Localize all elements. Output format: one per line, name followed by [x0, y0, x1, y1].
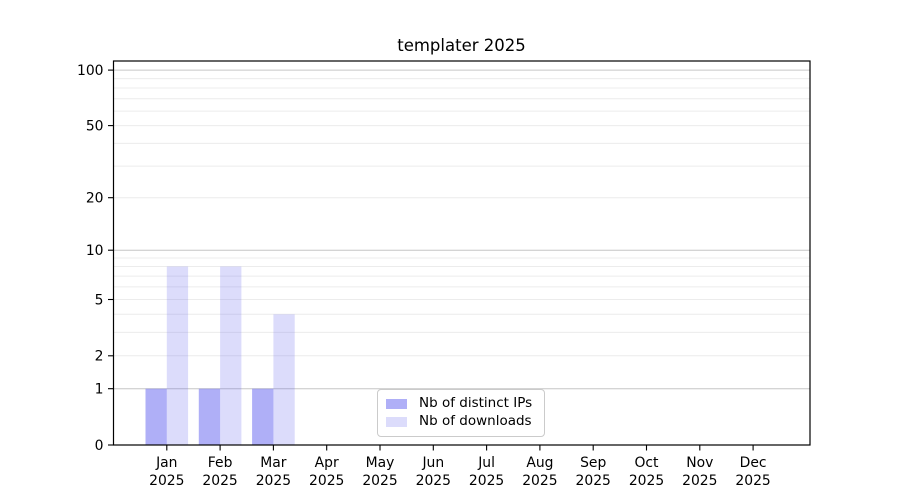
- x-tick-label-month: Dec: [740, 455, 767, 471]
- y-tick-label: 5: [95, 292, 104, 308]
- bar-distinct-ips-feb: [198, 388, 221, 445]
- y-tick-label: 1: [95, 382, 104, 398]
- legend-item-distinct-ips: Nb of distinct IPs: [386, 397, 536, 411]
- bar-downloads-jan: [166, 266, 189, 445]
- y-tick-label: 20: [86, 191, 104, 207]
- x-tick-label-year: 2025: [309, 473, 344, 489]
- x-tick-label-month: Sep: [580, 455, 606, 471]
- x-tick-label-year: 2025: [576, 473, 611, 489]
- x-tick-label-month: Jul: [477, 455, 495, 471]
- y-tick-label: 50: [86, 119, 104, 135]
- x-tick-label-month: Aug: [526, 455, 553, 471]
- bar-downloads-mar: [273, 314, 295, 445]
- x-tick-label-year: 2025: [735, 473, 770, 489]
- x-tick-label-year: 2025: [416, 473, 451, 489]
- x-tick-label-year: 2025: [362, 473, 397, 489]
- y-tick-label: 10: [86, 243, 104, 259]
- legend-swatch-downloads: [386, 416, 407, 427]
- chart-title: templater 2025: [397, 36, 526, 55]
- x-tick-label-year: 2025: [522, 473, 557, 489]
- legend-item-downloads: Nb of downloads: [386, 415, 536, 429]
- x-tick-label-month: Nov: [686, 455, 713, 471]
- bar-distinct-ips-jan: [145, 388, 167, 445]
- x-tick-label-year: 2025: [469, 473, 504, 489]
- x-tick-label-year: 2025: [202, 473, 237, 489]
- x-tick-label-month: Oct: [634, 455, 659, 471]
- legend-box: Nb of distinct IPs Nb of downloads: [377, 389, 545, 437]
- y-tick-label: 0: [95, 438, 104, 454]
- y-tick-label: 100: [77, 63, 104, 79]
- x-tick-label-month: Jun: [421, 455, 444, 471]
- bar-downloads-feb: [220, 266, 242, 445]
- x-tick-label-year: 2025: [256, 473, 291, 489]
- bar-distinct-ips-mar: [252, 388, 274, 445]
- x-tick-label-month: May: [366, 455, 395, 471]
- plot-frame: [112, 60, 811, 446]
- x-tick-label-year: 2025: [629, 473, 664, 489]
- y-tick-label: 2: [95, 349, 104, 365]
- legend-label-downloads: Nb of downloads: [419, 413, 532, 430]
- x-tick-label-year: 2025: [682, 473, 717, 489]
- x-tick-label-year: 2025: [149, 473, 184, 489]
- x-tick-label-month: Apr: [315, 455, 339, 471]
- x-tick-label-month: Jan: [155, 455, 177, 471]
- legend-swatch-distinct-ips: [386, 399, 407, 410]
- x-tick-label-month: Mar: [260, 455, 286, 471]
- legend-label-distinct-ips: Nb of distinct IPs: [419, 395, 533, 412]
- x-tick-label-month: Feb: [208, 455, 233, 471]
